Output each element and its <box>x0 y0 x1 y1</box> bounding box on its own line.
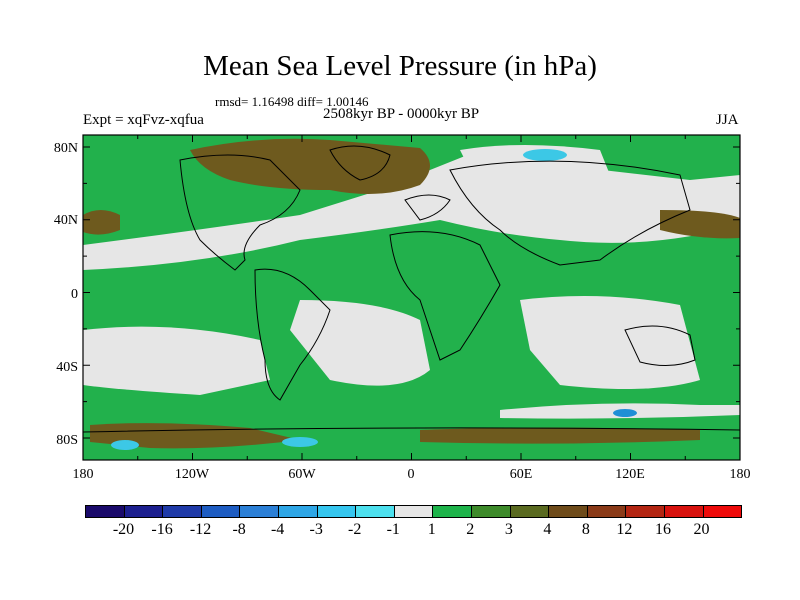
colorbar-swatch <box>703 506 742 517</box>
colorbar-swatch <box>394 506 434 517</box>
colorbar-label: -3 <box>309 521 323 538</box>
lon-tick-120e: 120E <box>615 467 645 482</box>
lon-tick-180w: 180 <box>72 467 94 482</box>
season-label: JJA <box>716 112 739 128</box>
colorbar-swatch <box>433 506 472 517</box>
colorbar-swatch <box>664 506 704 517</box>
period-label: 2508kyr BP - 0000kyr BP <box>323 106 480 122</box>
colorbar-label: 4 <box>543 521 552 538</box>
colorbar-swatch <box>86 506 125 517</box>
colorbar-label: -1 <box>386 521 400 538</box>
colorbar-swatch <box>356 506 395 517</box>
colorbar-label: 1 <box>427 521 436 538</box>
colorbar-swatch <box>201 506 241 517</box>
colorbar-label: 16 <box>654 521 671 538</box>
colorbar-label: -12 <box>189 521 212 538</box>
lat-tick-80n: 80N <box>53 141 78 156</box>
brown-anomaly-regions <box>83 138 740 449</box>
lat-tick-40s: 40S <box>56 360 78 375</box>
map-frame <box>82 134 741 461</box>
colorbar-label: 8 <box>581 521 590 538</box>
colorbar-label: 12 <box>616 521 633 538</box>
colorbar-label: 20 <box>693 521 710 538</box>
lon-tick-120w: 120W <box>174 467 210 482</box>
colorbar <box>85 505 742 518</box>
colorbar-swatch <box>471 506 511 517</box>
colorbar-swatch <box>587 506 627 517</box>
coastlines <box>82 145 741 433</box>
cyan-anomaly-regions <box>111 149 637 450</box>
experiment-label: Expt = xqFvz-xqfua <box>83 112 204 128</box>
colorbar-swatch <box>163 506 202 517</box>
colorbar-swatch <box>626 506 665 517</box>
colorbar-label: -20 <box>112 521 135 538</box>
colorbar-swatch <box>510 506 550 517</box>
lon-tick-60e: 60E <box>509 467 533 482</box>
lat-tick-80s: 80S <box>56 433 78 448</box>
colorbar-swatch <box>240 506 279 517</box>
colorbar-label: -16 <box>151 521 173 538</box>
gray-anomaly-regions <box>83 145 740 419</box>
colorbar-swatch <box>549 506 588 517</box>
colorbar-label: 3 <box>504 521 513 538</box>
stats-label: rmsd= 1.16498 diff= 1.00146 <box>215 94 369 109</box>
lon-tick-0: 0 <box>407 467 415 482</box>
colorbar-label: -8 <box>232 521 246 538</box>
colorbar-swatch <box>317 506 357 517</box>
colorbar-swatch <box>278 506 318 517</box>
lat-tick-40n: 40N <box>53 213 78 228</box>
colorbar-label: -4 <box>270 521 285 538</box>
lon-tick-180e: 180 <box>729 467 751 482</box>
colorbar-label: 2 <box>466 521 475 538</box>
colorbar-label: -2 <box>348 521 362 538</box>
lon-tick-60w: 60W <box>288 467 316 482</box>
colorbar-swatch <box>124 506 164 517</box>
plot-title: Mean Sea Level Pressure (in hPa) <box>203 50 597 82</box>
lat-tick-0: 0 <box>71 287 78 302</box>
